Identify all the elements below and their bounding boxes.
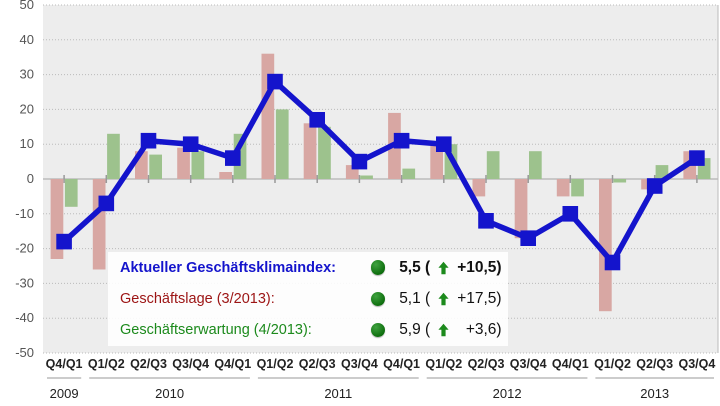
svg-text:20: 20: [20, 101, 34, 116]
svg-text:Q3/Q4: Q3/Q4: [510, 357, 547, 371]
svg-text:30: 30: [20, 67, 34, 82]
svg-text:Q2/Q3: Q2/Q3: [130, 357, 167, 371]
svg-text:Q2/Q3: Q2/Q3: [468, 357, 505, 371]
svg-text:40: 40: [20, 32, 34, 47]
svg-text:Q4/Q1: Q4/Q1: [552, 357, 589, 371]
svg-text:Q2/Q3: Q2/Q3: [636, 357, 673, 371]
svg-text:2010: 2010: [155, 386, 184, 401]
svg-text:2009: 2009: [50, 386, 79, 401]
svg-text:Q3/Q4: Q3/Q4: [678, 357, 715, 371]
svg-text:10: 10: [20, 136, 34, 151]
svg-text:-30: -30: [15, 275, 34, 290]
svg-text:Q3/Q4: Q3/Q4: [172, 357, 209, 371]
svg-text:Q4/Q1: Q4/Q1: [214, 357, 251, 371]
svg-text:2012: 2012: [493, 386, 522, 401]
svg-text:0: 0: [27, 171, 34, 186]
svg-text:-40: -40: [15, 310, 34, 325]
svg-text:2011: 2011: [324, 386, 352, 401]
svg-text:Q1/Q2: Q1/Q2: [594, 357, 631, 371]
svg-text:Q1/Q2: Q1/Q2: [88, 357, 125, 371]
svg-text:50: 50: [20, 0, 34, 12]
svg-text:Q2/Q3: Q2/Q3: [299, 357, 336, 371]
svg-text:2013: 2013: [640, 386, 669, 401]
svg-text:-20: -20: [15, 241, 34, 256]
svg-text:Q3/Q4: Q3/Q4: [341, 357, 378, 371]
svg-text:Q1/Q2: Q1/Q2: [425, 357, 462, 371]
svg-text:Q4/Q1: Q4/Q1: [46, 357, 83, 371]
svg-text:-50: -50: [15, 345, 34, 360]
svg-text:Q1/Q2: Q1/Q2: [257, 357, 294, 371]
svg-text:Q4/Q1: Q4/Q1: [383, 357, 420, 371]
svg-text:-10: -10: [15, 206, 34, 221]
